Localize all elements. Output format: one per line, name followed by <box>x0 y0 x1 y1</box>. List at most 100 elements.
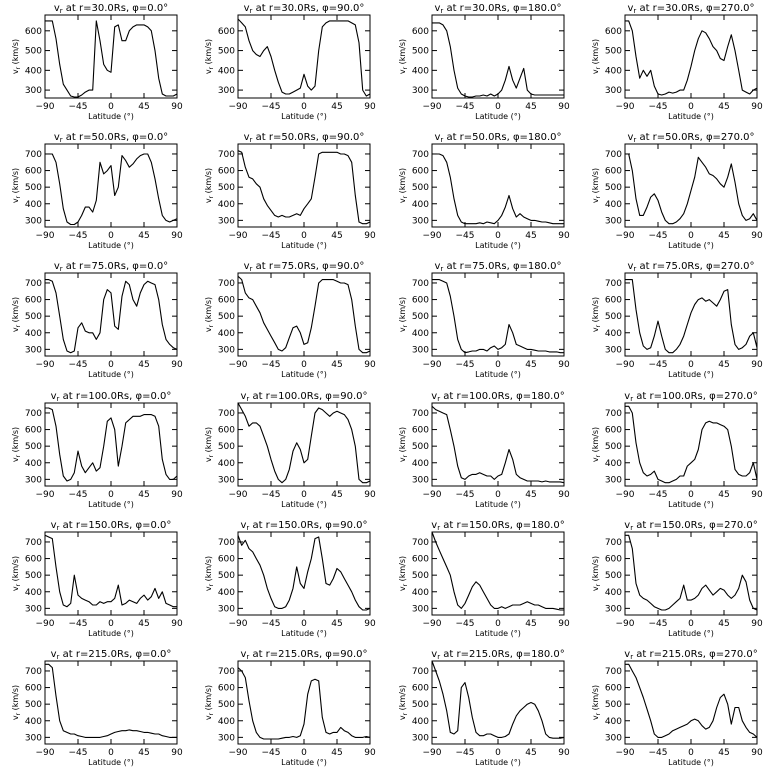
x-tick-label: −45 <box>649 102 668 112</box>
chart-panel-6: vr at r=50.0Rs, φ=90.0° −90 −45 0 45 90 300 400… <box>204 132 376 250</box>
y-axis-label: vr (km/s) <box>591 685 602 720</box>
x-tick-label: 90 <box>171 102 183 112</box>
y-tick-label: 300 <box>218 86 235 96</box>
panel-title: vr at r=100.0Rs, φ=180.0° <box>431 391 564 403</box>
panel-title: vr at r=150.0Rs, φ=90.0° <box>240 520 367 532</box>
chart-panel-9: vr at r=75.0Rs, φ=0.0° −90 −45 0 45 90 300 400 5… <box>11 261 183 379</box>
y-tick-label: 500 <box>25 700 42 710</box>
plot-frame <box>237 14 371 99</box>
y-tick-label: 400 <box>605 717 622 727</box>
x-tick-label: 0 <box>108 102 114 112</box>
x-tick-label: 0 <box>495 231 501 241</box>
y-tick-label: 500 <box>25 312 42 322</box>
x-tick-label: −90 <box>229 231 248 241</box>
x-tick-label: −45 <box>262 360 281 370</box>
x-tick-label: 90 <box>751 748 763 758</box>
y-tick-label: 600 <box>25 555 42 565</box>
x-tick-label: 0 <box>495 619 501 629</box>
y-tick-label: 500 <box>605 312 622 322</box>
y-tick-label: 600 <box>25 296 42 306</box>
chart-panel-3: vr at r=30.0Rs, φ=180.0° −90 −45 0 45 90 300 40… <box>398 3 570 121</box>
y-tick-label: 300 <box>218 475 235 485</box>
panel-title: vr at r=30.0Rs, φ=270.0° <box>627 3 754 15</box>
chart-panel-13: vr at r=100.0Rs, φ=0.0° −90 −45 0 45 90 300 400… <box>11 391 183 509</box>
x-tick-label: 45 <box>525 490 536 500</box>
y-axis-label: vr (km/s) <box>398 168 409 203</box>
x-tick-label: 45 <box>718 748 729 758</box>
y-tick-label: 600 <box>605 167 622 177</box>
y-tick-label: 400 <box>412 200 429 210</box>
x-tick-label: 0 <box>108 231 114 241</box>
y-tick-label: 700 <box>25 279 42 289</box>
y-tick-label: 700 <box>412 409 429 419</box>
y-axis-label: vr (km/s) <box>204 39 215 74</box>
x-tick-label: 90 <box>364 619 376 629</box>
y-tick-label: 400 <box>605 459 622 469</box>
y-tick-label: 400 <box>25 717 42 727</box>
y-tick-label: 400 <box>25 588 42 598</box>
y-tick-label: 500 <box>412 700 429 710</box>
x-tick-label: 45 <box>331 231 342 241</box>
y-tick-label: 300 <box>605 733 622 743</box>
y-tick-label: 500 <box>25 183 42 193</box>
x-axis-label: Latitude (°) <box>668 370 714 379</box>
x-tick-label: −45 <box>69 102 88 112</box>
x-tick-label: 0 <box>495 748 501 758</box>
x-tick-label: 0 <box>688 360 694 370</box>
plot-frame <box>44 14 178 99</box>
y-tick-label: 400 <box>25 200 42 210</box>
x-axis-label: Latitude (°) <box>475 758 521 767</box>
y-axis-label: vr (km/s) <box>591 556 602 591</box>
x-axis-label: Latitude (°) <box>475 500 521 509</box>
y-axis-label: vr (km/s) <box>398 685 409 720</box>
x-axis-label: Latitude (°) <box>281 500 327 509</box>
y-tick-label: 400 <box>605 66 622 76</box>
x-tick-label: 0 <box>688 619 694 629</box>
series-line <box>432 279 564 354</box>
x-tick-label: 90 <box>364 360 376 370</box>
chart-panel-23: vr at r=215.0Rs, φ=180.0° −90 −45 0 45 90 300 4… <box>398 649 570 767</box>
series-line <box>238 150 370 225</box>
y-tick-label: 400 <box>605 588 622 598</box>
y-axis-label: vr (km/s) <box>398 427 409 462</box>
chart-panel-18: vr at r=150.0Rs, φ=90.0° −90 −45 0 45 90 300 40… <box>204 520 376 638</box>
series-line <box>45 20 177 98</box>
plot-frame <box>44 402 178 487</box>
series-line <box>238 275 370 354</box>
y-tick-label: 600 <box>412 27 429 37</box>
x-tick-label: 45 <box>718 619 729 629</box>
x-tick-label: 90 <box>364 490 376 500</box>
x-tick-label: −90 <box>423 360 442 370</box>
y-tick-label: 500 <box>25 571 42 581</box>
x-tick-label: −90 <box>616 619 635 629</box>
x-tick-label: 0 <box>495 490 501 500</box>
x-tick-label: 0 <box>108 360 114 370</box>
x-axis-label: Latitude (°) <box>281 758 327 767</box>
x-tick-label: −45 <box>649 231 668 241</box>
y-tick-label: 400 <box>25 66 42 76</box>
x-tick-label: −45 <box>262 619 281 629</box>
series-line <box>432 532 564 611</box>
series-line <box>238 403 370 484</box>
y-tick-label: 300 <box>605 216 622 226</box>
x-tick-label: 45 <box>331 360 342 370</box>
y-tick-label: 500 <box>605 700 622 710</box>
x-axis-label: Latitude (°) <box>88 500 134 509</box>
x-axis-label: Latitude (°) <box>281 241 327 250</box>
x-tick-label: −45 <box>649 490 668 500</box>
x-axis-label: Latitude (°) <box>475 629 521 638</box>
y-tick-label: 500 <box>25 47 42 57</box>
y-tick-label: 500 <box>218 442 235 452</box>
x-tick-label: −90 <box>229 360 248 370</box>
x-tick-label: 45 <box>718 360 729 370</box>
x-axis-label: Latitude (°) <box>475 370 521 379</box>
x-tick-label: −45 <box>456 231 475 241</box>
x-tick-label: 0 <box>108 748 114 758</box>
chart-panel-21: vr at r=215.0Rs, φ=0.0° −90 −45 0 45 90 300 400… <box>11 649 183 767</box>
x-tick-label: 45 <box>525 748 536 758</box>
panel-title: vr at r=75.0Rs, φ=270.0° <box>627 261 754 273</box>
series-line <box>432 405 564 484</box>
series-line <box>45 534 177 608</box>
y-tick-label: 400 <box>412 588 429 598</box>
x-axis-label: Latitude (°) <box>668 112 714 121</box>
